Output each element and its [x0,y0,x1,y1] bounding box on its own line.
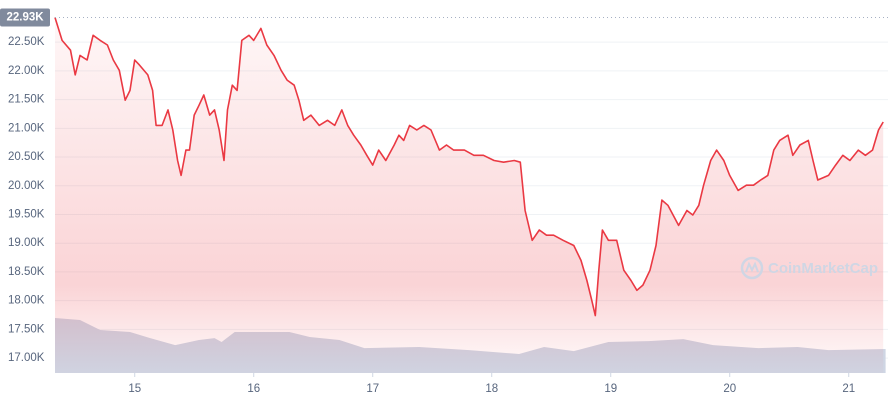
y-tick-label: 22.50K [8,36,45,48]
y-tick-label: 21.50K [8,94,45,106]
y-tick-label: 21.00K [8,122,45,134]
max-label-box [0,8,50,27]
x-tick-label: 18 [485,383,498,395]
x-tick-label: 19 [604,383,617,395]
max-label: 22.93K [6,11,44,23]
watermark-logo-mark [745,261,759,273]
y-tick-label: 17.00K [8,352,45,364]
y-tick-label: 18.00K [8,295,45,307]
watermark: CoinMarketCap [740,256,878,280]
watermark-logo [740,256,764,280]
y-tick-label: 20.00K [8,180,45,192]
x-tick-label: 17 [366,383,379,395]
x-tick-label: 16 [247,383,260,395]
x-tick-label: 15 [128,383,141,395]
y-tick-label: 17.50K [8,323,45,335]
price-line [54,17,884,317]
x-tick-label: 20 [723,383,736,395]
watermark-text: CoinMarketCap [768,260,878,277]
x-tick-label: 21 [842,383,855,395]
y-tick-label: 19.00K [8,237,45,249]
price-area [55,17,884,373]
labels: 17.00K 17.50K 18.00K 18.50K 19.00K 19.50K 20.0… [0,8,878,395]
y-tick-label: 20.50K [8,151,45,163]
y-tick-label: 19.50K [8,209,45,221]
y-tick-label: 18.50K [8,266,45,278]
plot [54,16,888,373]
y-tick-label: 22.00K [8,65,45,77]
